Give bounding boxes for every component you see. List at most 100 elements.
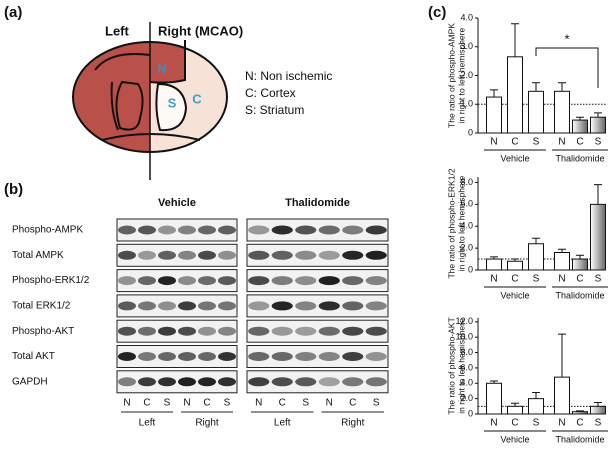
x-tick-label: N	[558, 418, 565, 429]
side-label: Right (MCAO)	[158, 23, 243, 38]
side-label: Left	[139, 418, 156, 429]
bar-charts: The ratio of phospho-AMPK in right to lef…	[446, 12, 608, 444]
band	[365, 250, 387, 260]
x-tick-label: N	[490, 418, 497, 429]
blot-frame	[116, 345, 238, 368]
group-label: Thalidomide	[555, 434, 604, 444]
lane-label: S	[373, 398, 380, 409]
band	[365, 276, 387, 286]
band	[158, 301, 176, 311]
significance-mark: *	[564, 31, 569, 46]
band	[118, 250, 136, 260]
band	[318, 225, 340, 235]
band	[218, 250, 236, 260]
band	[178, 326, 196, 336]
error-bar	[511, 23, 519, 57]
bar	[486, 382, 502, 415]
band	[248, 276, 270, 286]
x-tick-label: C	[511, 418, 518, 429]
band	[318, 301, 340, 311]
band	[271, 250, 293, 260]
lane-label: S	[224, 398, 231, 409]
error-bar	[594, 401, 602, 407]
panel-label: (a)	[4, 4, 22, 21]
blot-frame	[116, 218, 238, 242]
band	[198, 326, 216, 336]
group-label: Thalidomide	[555, 153, 604, 163]
blot-frame	[116, 294, 238, 318]
row-label: Phospho-ERK1/2	[12, 275, 90, 286]
y-tick-label: 10.0	[455, 332, 473, 342]
y-tick-label: 1.0	[460, 99, 473, 109]
lane-label: N	[326, 398, 333, 409]
error-bar	[558, 333, 566, 378]
band	[295, 301, 317, 311]
band	[248, 250, 270, 260]
x-tick-label: S	[595, 418, 602, 429]
error-bar	[532, 82, 540, 92]
x-tick-label: C	[576, 274, 583, 285]
band	[248, 377, 270, 387]
band	[248, 352, 270, 361]
group-label: Vehicle	[500, 434, 529, 444]
band	[318, 250, 340, 260]
y-tick-label: 0	[468, 264, 473, 274]
row-label: Phospho-AMPK	[12, 225, 83, 236]
band	[118, 352, 136, 361]
lane-label: N	[183, 398, 190, 409]
bar	[554, 251, 570, 271]
band	[178, 276, 196, 286]
band	[218, 276, 236, 286]
band	[138, 352, 156, 361]
error-bar	[490, 89, 498, 98]
y-tick-label: 8.0	[460, 347, 473, 357]
y-tick-label: 0	[468, 408, 473, 418]
western-blot: Vehicle Thalidomide Phospho-AMPK Total AMPK…	[12, 197, 389, 429]
region-letter: N	[158, 62, 167, 76]
band	[271, 225, 293, 235]
x-tick-label: C	[511, 274, 518, 285]
bar	[572, 119, 588, 134]
band	[138, 225, 156, 235]
band	[218, 225, 236, 235]
band	[318, 377, 340, 387]
y-tick-label: 8.0	[460, 177, 473, 187]
legend-text: N: Non ischemic	[245, 69, 332, 83]
region-letter: S	[168, 95, 177, 110]
bar	[486, 96, 502, 134]
band	[178, 250, 196, 260]
band	[178, 225, 196, 235]
error-bar	[532, 391, 540, 399]
band	[198, 377, 216, 387]
band	[271, 352, 293, 361]
bar	[590, 405, 606, 415]
error-bar	[490, 256, 498, 260]
y-tick-label: 4.0	[460, 221, 473, 231]
legend-text: S: Striatum	[245, 103, 304, 117]
lane-label: C	[143, 398, 150, 409]
x-tick-label: N	[490, 137, 497, 148]
band	[118, 377, 136, 387]
band	[218, 377, 236, 387]
error-bar	[576, 116, 584, 121]
x-tick-label: S	[533, 137, 540, 148]
bar	[572, 411, 588, 415]
error-bar	[532, 237, 540, 244]
y-axis-label: in right to left hemisphere	[456, 318, 466, 414]
bar	[572, 258, 588, 271]
band	[158, 276, 176, 286]
side-label: Left	[274, 418, 291, 429]
group-label: Thalidomide	[555, 290, 604, 300]
y-axis-label: The ratio of phospho-AKT	[446, 317, 456, 414]
bar	[528, 243, 544, 271]
band	[138, 377, 156, 387]
x-tick-label: C	[576, 137, 583, 148]
error-bar	[558, 82, 566, 92]
lane-label: C	[349, 398, 356, 409]
blot-frame	[246, 269, 389, 293]
band	[198, 225, 216, 235]
y-tick-label: 6.0	[460, 199, 473, 209]
error-bar	[594, 184, 602, 205]
y-tick-label: 3.0	[460, 41, 473, 51]
